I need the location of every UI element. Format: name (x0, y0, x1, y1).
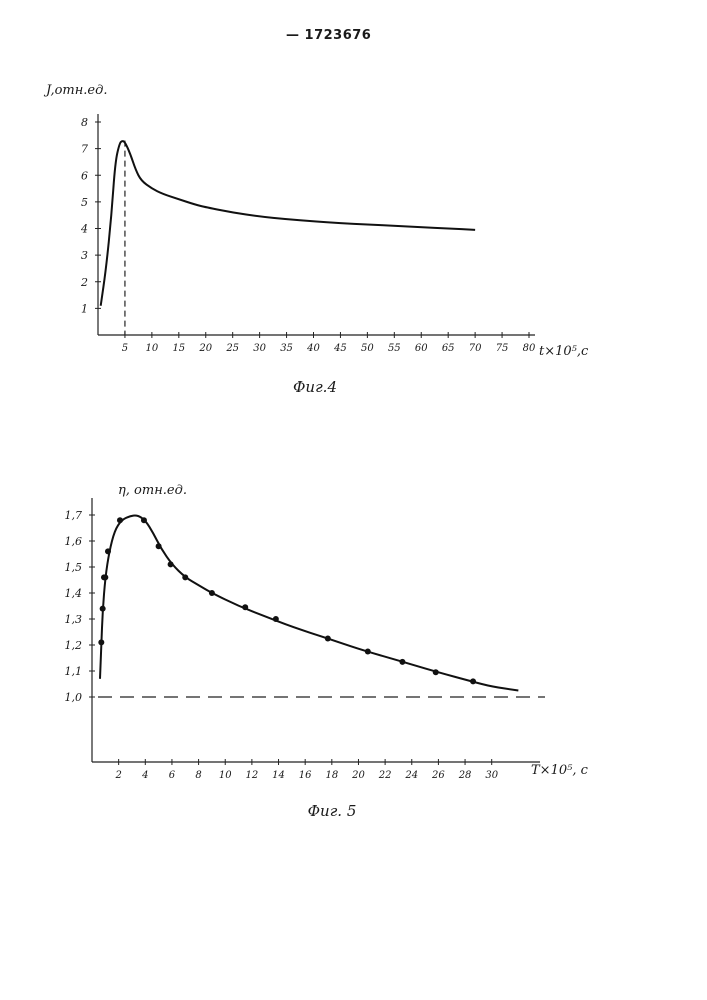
x-tick-label: 14 (272, 770, 285, 781)
y-tick-label: 1,4 (65, 587, 83, 600)
y-tick-label: 7 (81, 143, 88, 156)
x-tick-label: 45 (333, 343, 347, 354)
x-tick-label: 50 (361, 343, 374, 354)
x-tick-label: 60 (415, 343, 428, 354)
y-tick-label: 3 (81, 249, 88, 262)
series-curve (100, 516, 518, 691)
data-point (141, 517, 147, 523)
y-tick-label: 1,3 (65, 613, 83, 626)
x-tick-label: 22 (378, 770, 392, 781)
y-axis-label: J,отн.ед. (43, 83, 108, 98)
x-tick-label: 20 (351, 770, 365, 781)
x-tick-label: 70 (469, 343, 482, 354)
x-tick-label: 40 (306, 343, 320, 354)
figure-caption: Фиг. 5 (308, 802, 357, 820)
y-tick-label: 1,2 (65, 639, 83, 652)
data-point (399, 659, 405, 665)
x-tick-label: 75 (496, 343, 509, 354)
y-tick-label: 4 (80, 223, 88, 236)
x-axis-label: t×10⁵,с (539, 344, 589, 359)
data-point (209, 590, 215, 596)
y-tick-label: 6 (81, 169, 88, 182)
x-tick-label: 25 (225, 343, 239, 354)
figure-4-chart: 123456785101520253035404550556065707580J… (0, 60, 707, 500)
x-tick-label: 55 (388, 343, 401, 354)
x-tick-label: 26 (431, 770, 445, 781)
data-point (325, 636, 331, 642)
x-tick-label: 2 (114, 770, 121, 781)
y-tick-label: 5 (81, 196, 88, 209)
x-tick-label: 12 (246, 770, 259, 781)
x-tick-label: 28 (458, 770, 472, 781)
data-point (365, 649, 371, 655)
x-tick-label: 16 (299, 770, 312, 781)
x-tick-label: 5 (122, 343, 128, 354)
x-tick-label: 15 (172, 343, 185, 354)
x-tick-label: 65 (442, 343, 455, 354)
y-tick-label: 1,6 (65, 535, 83, 548)
x-tick-label: 30 (485, 770, 498, 781)
x-tick-label: 10 (146, 343, 159, 354)
data-point (100, 606, 106, 612)
data-point (102, 574, 108, 580)
y-tick-label: 1 (81, 302, 88, 315)
x-tick-label: 30 (253, 343, 266, 354)
data-point (433, 669, 439, 675)
x-tick-label: 8 (195, 770, 201, 781)
x-tick-label: 24 (404, 770, 418, 781)
data-point (242, 604, 248, 610)
y-tick-label: 1,1 (65, 665, 83, 678)
x-tick-label: 18 (325, 770, 338, 781)
data-point (98, 639, 104, 645)
x-tick-label: 80 (523, 343, 536, 354)
data-point (273, 616, 279, 622)
x-tick-label: 6 (169, 770, 176, 781)
y-tick-label: 8 (81, 116, 88, 129)
patent-number: — 1723676 (286, 28, 371, 43)
y-tick-label: 1,5 (65, 561, 83, 574)
series-curve (101, 141, 475, 306)
x-tick-label: 20 (198, 343, 212, 354)
x-tick-label: 35 (280, 343, 293, 354)
y-tick-label: 1,7 (65, 509, 83, 522)
y-tick-label: 1,0 (65, 691, 83, 704)
data-point (168, 561, 174, 567)
x-tick-label: 10 (219, 770, 232, 781)
figure-caption: Фиг.4 (293, 378, 337, 396)
data-point (182, 574, 188, 580)
data-point (117, 517, 123, 523)
x-axis-label: T×10⁵, с (531, 763, 589, 778)
data-point (156, 543, 162, 549)
y-axis-label: η, отн.ед. (118, 483, 187, 498)
figure-5-chart: 1,01,11,21,31,41,51,61,72468101214161820… (0, 470, 707, 850)
data-point (105, 548, 111, 554)
y-tick-label: 2 (80, 276, 88, 289)
data-point (470, 678, 476, 684)
x-tick-label: 4 (141, 770, 148, 781)
